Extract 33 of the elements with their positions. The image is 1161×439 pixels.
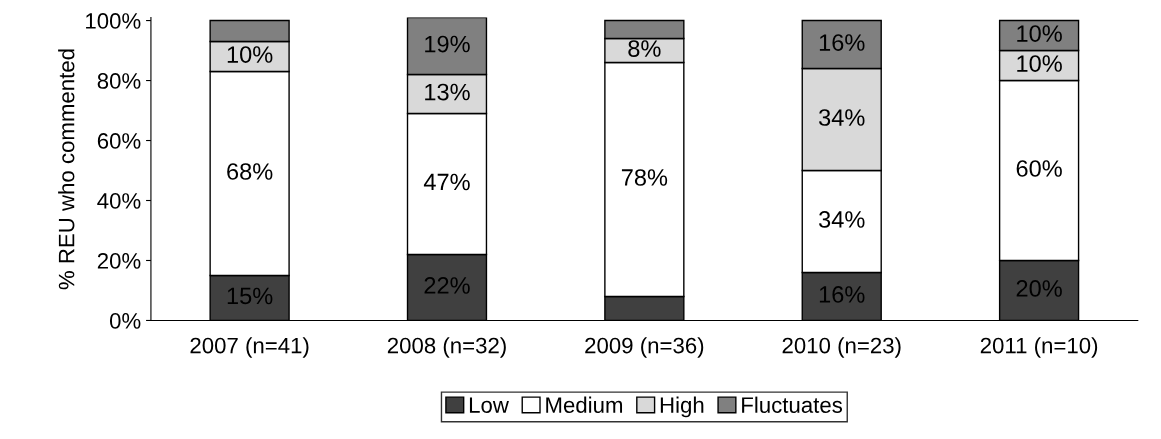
legend-label: Fluctuates — [742, 396, 843, 413]
data-label: 8% — [628, 40, 661, 57]
y-tick-label: 80% — [97, 73, 141, 89]
data-label: 47% — [423, 173, 470, 191]
data-label: 15% — [227, 287, 273, 305]
y-tick-label: 60% — [97, 133, 141, 149]
data-label: 10% — [227, 46, 273, 63]
data-label: 20% — [1016, 280, 1062, 297]
data-label: 22% — [424, 277, 470, 294]
data-label: 68% — [227, 163, 273, 180]
data-label: 10% — [1017, 25, 1062, 42]
x-tick-label: 2008 (n=32) — [387, 337, 506, 358]
data-label: 78% — [621, 169, 668, 186]
legend-label: Low — [469, 397, 509, 413]
y-tick-label: 100% — [86, 13, 141, 29]
data-label: 16% — [819, 34, 865, 51]
x-tick-label: 2007 (n=41) — [190, 337, 309, 358]
data-label: 16% — [819, 286, 865, 303]
x-tick-label: 2011 (n=10) — [980, 337, 1098, 358]
y-tick-label: 0% — [109, 313, 141, 329]
legend-label: High — [660, 396, 704, 418]
data-label: 34% — [819, 211, 865, 228]
x-tick-label: 2010 (n=23) — [782, 337, 901, 358]
legend-label: Medium — [546, 396, 623, 413]
data-label: 19% — [425, 35, 470, 53]
data-label: 10% — [1017, 55, 1062, 72]
y-tick-label: 20% — [97, 253, 141, 269]
data-label: 60% — [1016, 160, 1062, 177]
y-tick-label: 40% — [97, 193, 141, 209]
x-tick-label: 2009 (n=36) — [585, 337, 704, 358]
data-label: 13% — [425, 83, 470, 101]
data-label: 34% — [819, 109, 865, 126]
y-axis-title: % REU who commented — [58, 49, 75, 290]
